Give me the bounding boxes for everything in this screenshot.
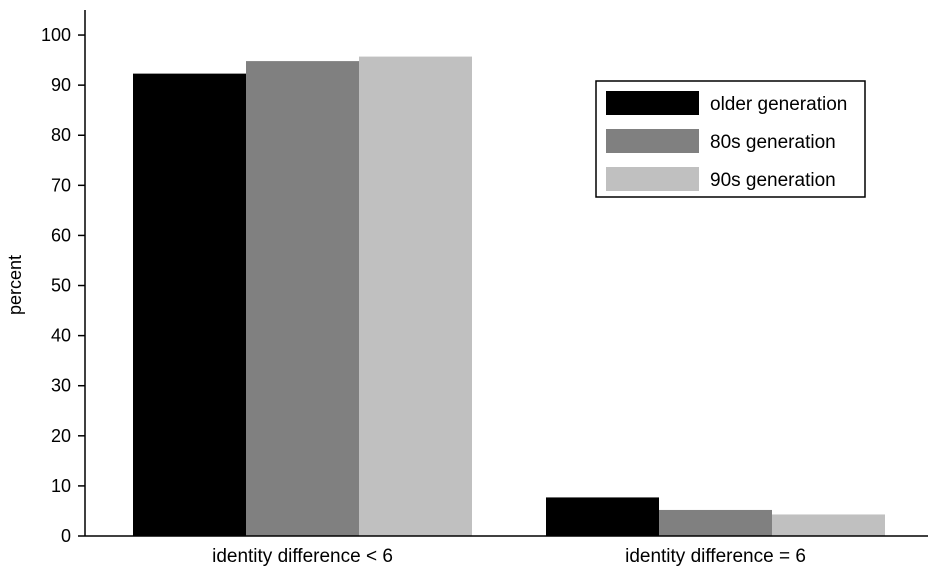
x-category-label: identity difference = 6 <box>625 546 806 567</box>
legend-swatch <box>606 129 699 153</box>
y-tick-label: 100 <box>41 25 71 45</box>
bar-older-generation-2 <box>546 497 659 536</box>
y-axis-title: percent <box>5 255 25 315</box>
y-tick-label: 20 <box>51 426 71 446</box>
x-category-label: identity difference < 6 <box>212 546 393 567</box>
bar-80s-generation-2 <box>659 509 772 536</box>
y-tick-label: 50 <box>51 276 71 296</box>
y-tick-label: 40 <box>51 326 71 346</box>
y-tick-label: 30 <box>51 376 71 396</box>
y-tick-label: 80 <box>51 125 71 145</box>
bar-90s-generation-2 <box>772 514 885 536</box>
bar-older-generation-1 <box>133 73 246 537</box>
legend-label: 80s generation <box>710 132 836 153</box>
legend: older generation 80s generation 90s genera… <box>595 80 866 198</box>
x-axis: identity difference < 6 identity differen… <box>85 535 928 567</box>
legend-swatch <box>606 91 699 115</box>
bar-80s-generation-1 <box>246 61 359 537</box>
y-axis: 0 10 20 30 40 50 60 70 80 90 100 <box>41 10 86 546</box>
legend-swatch <box>606 167 699 191</box>
y-tick-label: 0 <box>61 526 71 546</box>
bars <box>133 56 885 537</box>
y-tick-label: 10 <box>51 476 71 496</box>
legend-label: older generation <box>710 94 847 115</box>
bar-90s-generation-1 <box>359 56 472 537</box>
legend-label: 90s generation <box>710 170 836 191</box>
y-tick-label: 90 <box>51 75 71 95</box>
y-tick-label: 70 <box>51 175 71 195</box>
y-tick-label: 60 <box>51 225 71 245</box>
